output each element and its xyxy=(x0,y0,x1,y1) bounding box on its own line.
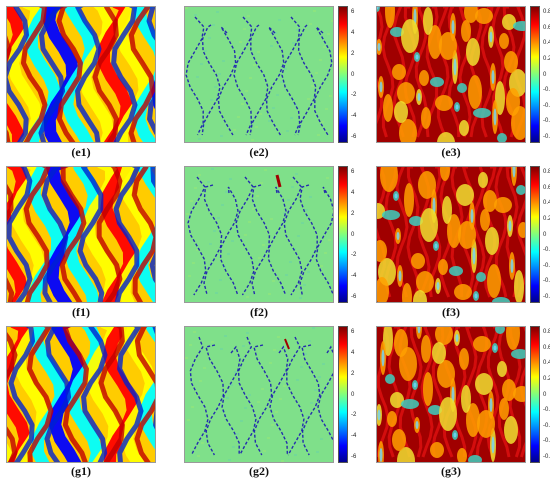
panel-caption: (e3) xyxy=(441,145,461,159)
colorbar xyxy=(338,166,348,303)
colorbar-tick-label: 0.8 xyxy=(543,329,550,335)
panel-caption: (f3) xyxy=(442,305,460,319)
colorbar-tick-label: 2 xyxy=(351,370,355,377)
colorbar-tick-label: 0.8 xyxy=(543,9,550,15)
colorbar-tick-label: 0 xyxy=(351,391,355,398)
colorbar-tick-label: 0 xyxy=(351,231,355,238)
colorbar-tick-label: -0.8 xyxy=(543,134,550,140)
figure-panel-e1 xyxy=(6,6,156,143)
panel-caption: (f1) xyxy=(72,305,90,319)
colorbar-tick-label: -0.8 xyxy=(543,294,550,300)
figure-panel-g1 xyxy=(6,326,156,463)
colorbar-tick-label: -0.4 xyxy=(543,102,550,109)
colorbar-tick-label: 0.4 xyxy=(543,200,550,207)
colorbar-tick-label: 0.2 xyxy=(543,55,550,62)
colorbar-tick-label: -0.8 xyxy=(543,454,550,460)
figure-panel-e2 xyxy=(184,6,334,143)
colorbar-tick-label: -2 xyxy=(351,92,357,99)
figure-panel-g2 xyxy=(184,326,334,463)
colorbar-tick-label: 0 xyxy=(543,71,547,78)
colorbar-tick-label: 0.2 xyxy=(543,375,550,382)
colorbar xyxy=(530,6,540,143)
colorbar-tick-label: -4 xyxy=(351,113,357,120)
colorbar-tick-label: -6 xyxy=(351,294,357,300)
colorbar-tick-label: 0.6 xyxy=(543,344,550,351)
panel-caption: (e2) xyxy=(249,145,269,159)
colorbar xyxy=(530,326,540,463)
colorbar-tick-label: 2 xyxy=(351,50,355,57)
figure-panel-e3 xyxy=(376,6,526,143)
panel-caption: (g1) xyxy=(71,464,91,478)
colorbar-tick-label: -2 xyxy=(351,412,357,419)
colorbar-tick-label: -4 xyxy=(351,433,357,440)
colorbar-tick-label: 0.4 xyxy=(543,40,550,47)
colorbar-tick-label: -0.6 xyxy=(543,118,550,125)
colorbar-tick-label: 6 xyxy=(351,169,355,175)
colorbar xyxy=(338,326,348,463)
colorbar-tick-label: -0.4 xyxy=(543,262,550,269)
colorbar-tick-label: 2 xyxy=(351,210,355,217)
colorbar-tick-label: 0.4 xyxy=(543,360,550,367)
panel-caption: (g2) xyxy=(249,464,269,478)
colorbar-tick-label: 4 xyxy=(351,189,355,196)
colorbar-tick-label: -0.2 xyxy=(543,87,550,94)
colorbar-tick-label: -0.6 xyxy=(543,278,550,285)
colorbar-tick-label: 0.2 xyxy=(543,215,550,222)
colorbar-tick-label: 0 xyxy=(543,231,547,238)
colorbar-tick-label: 4 xyxy=(351,349,355,356)
colorbar-tick-label: 0.8 xyxy=(543,169,550,175)
colorbar-tick-label: 0 xyxy=(543,391,547,398)
colorbar-tick-label: 0.6 xyxy=(543,184,550,191)
figure-panel-f2 xyxy=(184,166,334,303)
colorbar-tick-label: -0.6 xyxy=(543,438,550,445)
colorbar-tick-label: -2 xyxy=(351,252,357,259)
colorbar-tick-label: 0 xyxy=(351,71,355,78)
colorbar-tick-label: 6 xyxy=(351,329,355,335)
colorbar xyxy=(530,166,540,303)
panel-caption: (e1) xyxy=(71,145,91,159)
colorbar-tick-label: 0.6 xyxy=(543,24,550,31)
colorbar xyxy=(338,6,348,143)
colorbar-tick-label: -0.2 xyxy=(543,407,550,414)
colorbar-tick-label: -0.4 xyxy=(543,422,550,429)
colorbar-tick-label: 4 xyxy=(351,29,355,36)
colorbar-tick-label: -6 xyxy=(351,454,357,460)
colorbar-tick-label: -6 xyxy=(351,134,357,140)
figure-panel-f3 xyxy=(376,166,526,303)
colorbar-tick-label: 6 xyxy=(351,9,355,15)
figure-panel-f1 xyxy=(6,166,156,303)
panel-caption: (g3) xyxy=(441,464,461,478)
colorbar-tick-label: -4 xyxy=(351,273,357,280)
colorbar-tick-label: -0.2 xyxy=(543,247,550,254)
panel-caption: (f2) xyxy=(250,305,268,319)
figure-panel-g3 xyxy=(376,326,526,463)
